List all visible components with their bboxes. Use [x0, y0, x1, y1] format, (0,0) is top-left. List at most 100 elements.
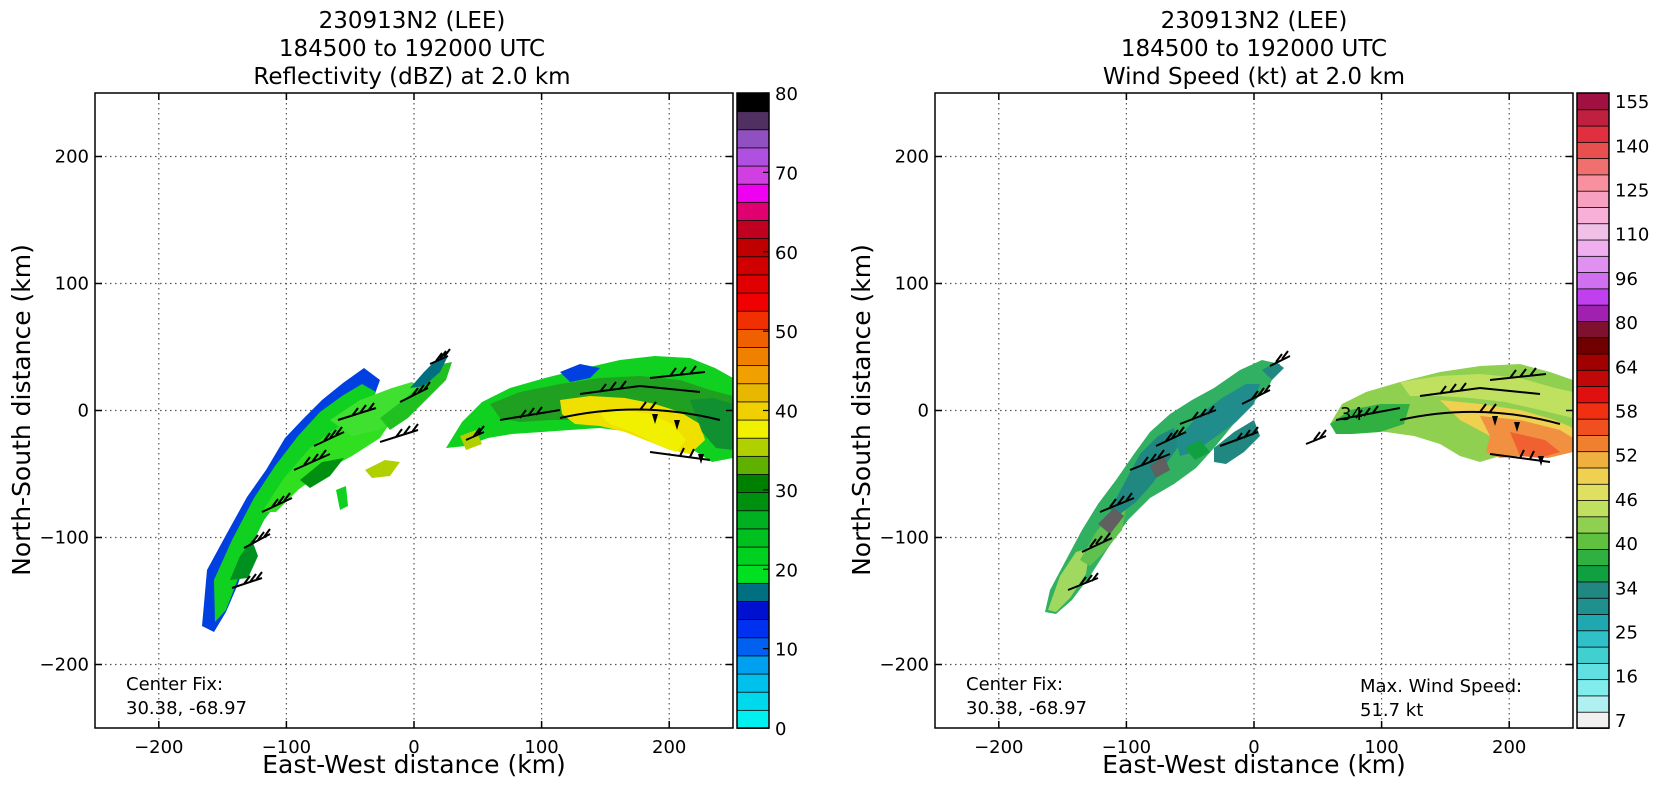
- colorbar-segment: [1576, 678, 1610, 697]
- panel1-title-line1: 230913N2 (LEE): [319, 8, 506, 34]
- colorbar-segment: [736, 128, 770, 149]
- colorbar-tick-label: 110: [1615, 225, 1649, 246]
- colorbar-segment: [736, 636, 770, 657]
- panel1-wind-barbs: [231, 348, 721, 589]
- colorbar-segment: [1576, 125, 1610, 143]
- x-tick-label: 100: [524, 737, 558, 758]
- colorbar-segment: [736, 582, 770, 602]
- panel1-title-line3: Reflectivity (dBZ) at 2.0 km: [253, 64, 570, 90]
- colorbar-segment: [736, 237, 770, 258]
- colorbar-tick-label: 40: [1615, 534, 1638, 555]
- panel2-wind-barbs: [1067, 350, 1561, 591]
- panel1-barb-flags: [652, 414, 704, 464]
- colorbar-segment: [1576, 581, 1610, 599]
- colorbar-frame: [1576, 92, 1610, 729]
- x-tick-label: 200: [652, 737, 686, 758]
- colorbar-segment: [1576, 467, 1610, 485]
- colorbar-segment: [1576, 385, 1610, 404]
- panel2-max-wind-value: 51.7 kt: [1360, 700, 1423, 721]
- colorbar-tick-label: 80: [775, 84, 798, 105]
- colorbar-segment: [1576, 222, 1610, 241]
- colorbar-tick-label: 16: [1615, 667, 1638, 688]
- y-tick-label: 100: [55, 274, 89, 295]
- y-tick-label: −100: [880, 528, 929, 549]
- colorbar-segment: [736, 201, 770, 221]
- x-tick-label: 200: [1492, 737, 1526, 758]
- y-tick-label: 200: [55, 147, 89, 168]
- colorbar-segment: [736, 546, 770, 566]
- colorbar-tick-label: 155: [1615, 92, 1649, 113]
- colorbar-segment: [1576, 695, 1610, 713]
- colorbar-segment: [736, 419, 770, 439]
- colorbar-segment: [736, 673, 770, 693]
- reflectivity-panel: 230913N2 (LEE) 184500 to 192000 UTC Refl…: [7, 8, 798, 779]
- colorbar-segment: [1576, 401, 1610, 420]
- panel1-center-fix-label: Center Fix:: [126, 674, 223, 695]
- panel2-center-fix-value: 30.38, -68.97: [966, 698, 1087, 719]
- colorbar-tick-label: 25: [1615, 622, 1638, 643]
- colorbar-segment: [736, 364, 770, 385]
- colorbar-segment: [1576, 662, 1610, 681]
- colorbar-segment: [736, 455, 770, 475]
- panel2-x-axis-label: East-West distance (km): [1102, 750, 1406, 779]
- colorbar-tick-label: 80: [1615, 313, 1638, 334]
- colorbar-segment: [1576, 336, 1610, 355]
- panel2-barb-flags: [1492, 416, 1544, 466]
- colorbar-segment: [1576, 92, 1610, 111]
- colorbar-segment: [736, 346, 770, 367]
- panel2-barb-label: 34: [1340, 404, 1363, 425]
- colorbar-segment: [1576, 369, 1610, 387]
- colorbar-segment: [736, 274, 770, 294]
- x-tick-label: −100: [1102, 737, 1151, 758]
- panel2-title-line1: 230913N2 (LEE): [1161, 8, 1348, 34]
- colorbar-tick-label: 96: [1615, 269, 1638, 290]
- colorbar-segment: [1576, 646, 1610, 664]
- colorbar-segment: [1576, 157, 1610, 176]
- x-tick-label: −200: [974, 737, 1023, 758]
- panel2-title-line2: 184500 to 192000 UTC: [1121, 36, 1387, 62]
- colorbar-segment: [1576, 287, 1610, 306]
- y-tick-label: −200: [880, 655, 929, 676]
- colorbar-segment: [736, 92, 770, 113]
- colorbar-segment: [736, 437, 770, 457]
- colorbar-segment: [736, 564, 770, 584]
- colorbar-segment: [736, 183, 770, 203]
- colorbar-segment: [1576, 271, 1610, 290]
- colorbar-segment: [1576, 548, 1610, 567]
- colorbar-segment: [1576, 499, 1610, 518]
- panel2-colorbar: 7 16 25 34 40 46 52 58 64 80 96 110 125 140 155: [1576, 92, 1649, 732]
- colorbar-tick-label: 34: [1615, 578, 1638, 599]
- y-tick-label: −200: [40, 655, 89, 676]
- colorbar-segment: [736, 382, 770, 403]
- colorbar-segment: [1576, 564, 1610, 583]
- colorbar-segment: [736, 292, 770, 312]
- colorbar-segment: [736, 255, 770, 276]
- x-tick-label: 0: [1248, 737, 1259, 758]
- colorbar-segment: [1576, 613, 1610, 632]
- panel2-grid: [935, 93, 1573, 728]
- colorbar-segment: [736, 509, 770, 530]
- y-tick-label: 200: [895, 147, 929, 168]
- colorbar-segment: [1576, 320, 1610, 339]
- panel2-y-axis-label: North-South distance (km): [847, 244, 876, 576]
- panel2-center-fix-label: Center Fix:: [966, 674, 1063, 695]
- colorbar-segment: [1576, 141, 1610, 160]
- panel1-ticks: −200 −100 0 100 200 −200 −100 0 100 200: [40, 93, 733, 758]
- colorbar-segment: [1576, 450, 1610, 469]
- panel1-x-axis-label: East-West distance (km): [262, 750, 566, 779]
- colorbar-tick-label: 64: [1615, 357, 1638, 378]
- colorbar-tick-label: 46: [1615, 490, 1638, 511]
- colorbar-segment: [736, 165, 770, 185]
- y-tick-label: 0: [918, 401, 929, 422]
- colorbar-segment: [1576, 239, 1610, 257]
- colorbar-segment: [1576, 483, 1610, 501]
- colorbar-segment: [1576, 255, 1610, 274]
- y-tick-label: −100: [40, 528, 89, 549]
- colorbar-segment: [1576, 174, 1610, 192]
- colorbar-segment: [1576, 711, 1610, 729]
- colorbar-segment: [736, 655, 770, 675]
- colorbar-segment: [1576, 190, 1610, 208]
- colorbar-segment: [1576, 532, 1610, 550]
- panel2-title-line3: Wind Speed (kt) at 2.0 km: [1103, 64, 1405, 90]
- colorbar-tick-label: 40: [775, 402, 798, 423]
